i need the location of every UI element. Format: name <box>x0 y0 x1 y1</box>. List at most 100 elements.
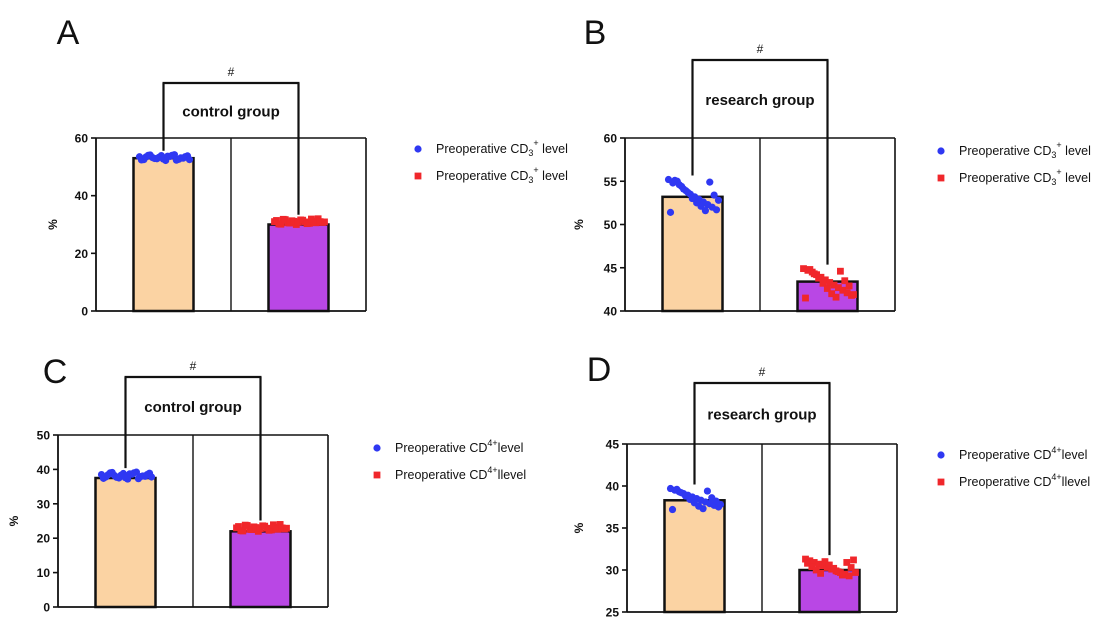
legend-label: Preoperative CD3+ level <box>959 140 1091 160</box>
data-point-square <box>261 522 269 530</box>
legend-label-subscript: 3 <box>1051 177 1056 187</box>
group-title: control group <box>182 104 280 121</box>
legend-label-suffix: level <box>498 441 524 455</box>
data-point-circle <box>714 196 723 204</box>
data-point-circle <box>712 206 721 214</box>
data-point-circle <box>710 191 718 199</box>
legend-label-superscript: + <box>533 165 538 175</box>
data-point-square <box>830 281 838 289</box>
y-tick-label: 0 <box>81 305 88 319</box>
y-tick-label: 45 <box>604 261 618 275</box>
legend-label-prefix: Preoperative CD <box>959 171 1051 185</box>
significance-mark: # <box>759 365 766 379</box>
data-point-square <box>819 562 827 570</box>
data-point-square <box>252 524 260 531</box>
legend-label: Preoperative CD3+ level <box>959 167 1091 187</box>
legend-marker-square <box>937 174 945 182</box>
legend-label: Preoperative CD4+llevel <box>395 465 526 482</box>
panel-label: D <box>587 351 612 389</box>
legend-label-superscript: + <box>1056 140 1061 150</box>
significance-mark: # <box>757 42 764 56</box>
legend-marker-circle <box>373 444 381 452</box>
legend-label-superscript: 4+ <box>487 465 497 475</box>
legend-label-suffix: level <box>1062 171 1091 185</box>
legend-label-suffix: level <box>539 142 568 156</box>
data-point-square <box>243 522 251 529</box>
significance-mark: # <box>190 359 197 373</box>
data-point-square <box>841 277 849 285</box>
data-point-square <box>835 284 842 292</box>
bar-2 <box>229 530 292 609</box>
data-point-square <box>850 556 857 564</box>
group-title: research group <box>705 92 814 109</box>
data-point-circle <box>668 505 677 514</box>
data-point-square <box>308 215 315 223</box>
data-point-square <box>832 293 840 301</box>
legend-label-prefix: Preoperative CD <box>436 169 528 183</box>
legend-label-prefix: Preoperative CD <box>395 468 487 482</box>
y-tick-label: 20 <box>75 247 89 261</box>
data-point-circle <box>168 151 176 159</box>
legend-label-subscript: 3 <box>1051 150 1056 160</box>
bar-2 <box>267 223 330 313</box>
data-point-square <box>278 524 286 532</box>
legend-label-superscript: 4+ <box>1051 445 1061 455</box>
y-tick-label: 50 <box>604 218 618 232</box>
data-point-square <box>316 218 324 226</box>
y-tick-label: 45 <box>606 438 620 452</box>
data-point-square <box>815 560 822 568</box>
legend-label-subscript: 3 <box>528 148 533 158</box>
data-point-square <box>808 563 816 571</box>
data-point-square <box>270 521 277 529</box>
data-point-circle <box>703 487 712 495</box>
data-point-square <box>812 566 820 574</box>
data-point-square <box>802 294 809 302</box>
data-point-circle <box>108 468 116 477</box>
data-point-square <box>802 555 809 563</box>
legend-marker-circle <box>414 145 422 153</box>
data-point-square <box>839 571 846 579</box>
legend-label-subscript: 3 <box>528 175 533 185</box>
legend-label: Preoperative CD4+level <box>959 445 1087 462</box>
data-point-square <box>826 279 834 286</box>
data-point-square <box>825 561 833 569</box>
legend-label: Preoperative CD3+ level <box>436 138 568 158</box>
y-tick-label: 60 <box>604 132 618 146</box>
legend-label-prefix: Preoperative CD <box>959 475 1051 489</box>
y-tick-label: 30 <box>37 497 51 511</box>
data-point-square <box>837 267 844 275</box>
data-point-square <box>303 220 311 228</box>
y-axis-label: % <box>572 522 586 533</box>
data-point-square <box>256 525 264 532</box>
legend-label-superscript: + <box>533 138 538 148</box>
data-point-square <box>821 558 829 565</box>
panel-D: D 25 30 35 40 45% # research group Preoperative … <box>572 351 1090 617</box>
legend-label-suffix: llevel <box>498 468 527 482</box>
y-tick-label: 40 <box>606 480 620 494</box>
data-point-square <box>286 219 293 227</box>
data-point-square <box>276 521 284 528</box>
data-point-square <box>823 285 831 292</box>
data-point-circle <box>147 473 156 481</box>
legend-label-superscript: 4+ <box>487 438 497 448</box>
data-point-square <box>299 216 307 224</box>
data-point-square <box>847 564 855 571</box>
legend-label-prefix: Preoperative CD <box>959 448 1051 462</box>
data-point-square <box>817 569 824 577</box>
y-tick-label: 40 <box>75 189 89 203</box>
data-point-circle <box>716 500 725 509</box>
legend-label: Preoperative CD4+level <box>395 438 523 455</box>
data-point-square <box>248 526 255 533</box>
data-point-square <box>845 282 853 290</box>
y-tick-label: 50 <box>37 429 51 443</box>
data-point-square <box>312 219 320 227</box>
legend-label-suffix: level <box>1062 448 1088 462</box>
legend-label: Preoperative CD3+ level <box>436 165 568 185</box>
legend-label-prefix: Preoperative CD <box>436 142 528 156</box>
legend-label: Preoperative CD4+llevel <box>959 472 1090 489</box>
data-point-square <box>819 279 827 287</box>
panel-C: C 0 10 20 30 40 50% # control group Preoperative … <box>7 353 526 615</box>
data-point-square <box>845 572 853 580</box>
legend-label-prefix: Preoperative CD <box>395 441 487 455</box>
